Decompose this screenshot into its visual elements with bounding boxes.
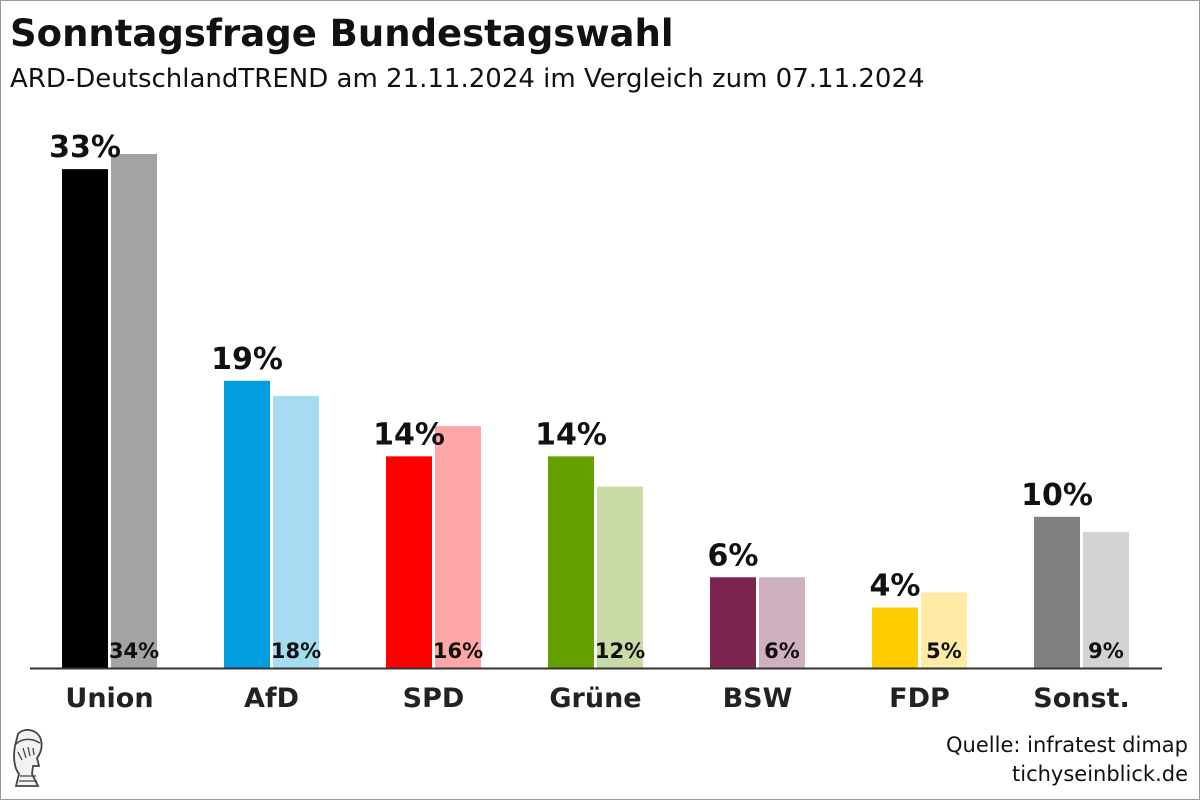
category-label: Grüne bbox=[549, 683, 641, 714]
bar-current bbox=[1034, 516, 1080, 668]
data-label-previous: 9% bbox=[1088, 639, 1124, 663]
data-label-current: 6% bbox=[708, 538, 759, 573]
data-label-current: 14% bbox=[373, 417, 445, 452]
bar-previous bbox=[273, 395, 319, 668]
bar-current bbox=[62, 169, 108, 668]
bar-current bbox=[872, 607, 918, 668]
data-label-previous: 5% bbox=[926, 639, 962, 663]
bar-previous bbox=[1083, 531, 1129, 668]
bar-current bbox=[386, 456, 432, 668]
category-label: SPD bbox=[403, 683, 465, 714]
bar-previous bbox=[759, 577, 805, 668]
data-label-previous: 6% bbox=[764, 639, 800, 663]
data-label-current: 19% bbox=[211, 342, 283, 377]
data-label-previous: 18% bbox=[271, 639, 321, 663]
data-label-previous: 16% bbox=[433, 639, 483, 663]
data-label-current: 14% bbox=[535, 417, 607, 452]
category-label: FDP bbox=[889, 683, 950, 714]
bar-previous bbox=[111, 154, 157, 668]
chart-subtitle: ARD-DeutschlandTREND am 21.11.2024 im Ve… bbox=[10, 64, 925, 94]
category-label: BSW bbox=[723, 683, 793, 714]
website-label: tichyseinblick.de bbox=[1012, 762, 1188, 786]
category-label: Sonst. bbox=[1033, 683, 1129, 714]
source-label: Quelle: infratest dimap bbox=[946, 733, 1188, 757]
data-label-current: 33% bbox=[49, 130, 121, 165]
bar-current bbox=[548, 456, 594, 668]
data-label-previous: 12% bbox=[595, 639, 645, 663]
publisher-logo-icon bbox=[13, 729, 43, 787]
bar-previous bbox=[921, 592, 967, 668]
data-label-previous: 34% bbox=[109, 639, 159, 663]
category-label: Union bbox=[65, 683, 153, 714]
bar-previous bbox=[597, 486, 643, 668]
data-label-current: 4% bbox=[870, 569, 921, 604]
bar-current bbox=[224, 380, 270, 668]
chart-title: Sonntagsfrage Bundestagswahl bbox=[10, 12, 674, 55]
category-label: AfD bbox=[244, 683, 299, 714]
data-label-current: 10% bbox=[1021, 478, 1093, 513]
bar-current bbox=[710, 577, 756, 668]
bar-previous bbox=[435, 426, 481, 668]
